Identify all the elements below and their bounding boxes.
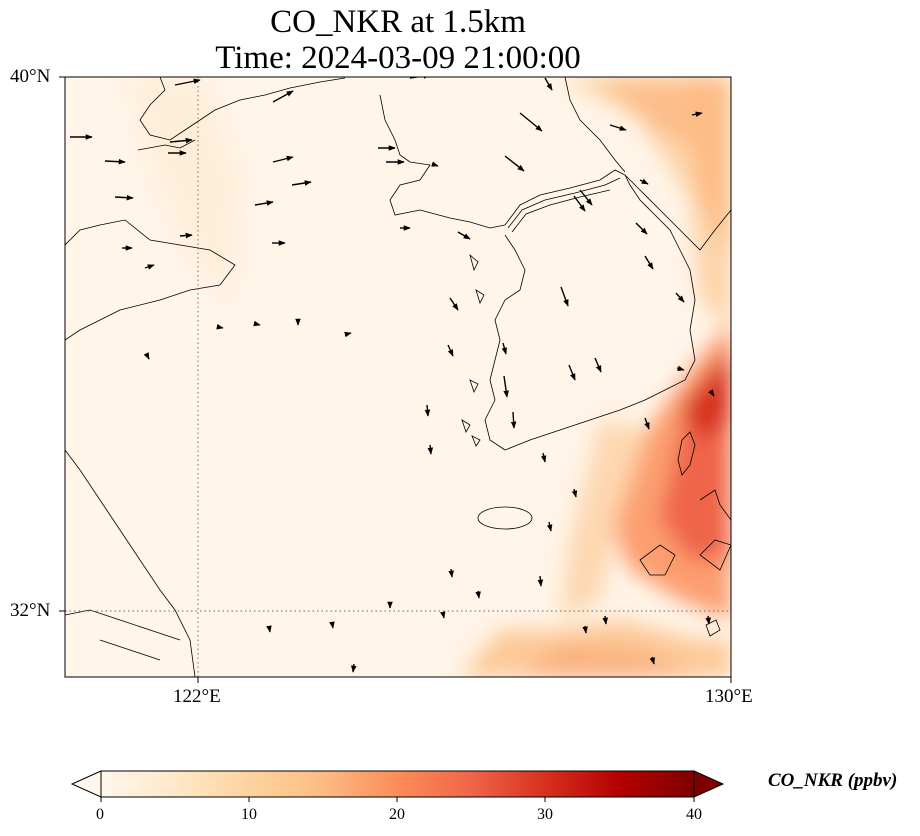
wind-arrow — [179, 232, 193, 239]
wind-arrow — [424, 404, 431, 417]
wind-arrow — [329, 621, 335, 629]
wind-arrow — [427, 444, 434, 455]
colorbar-tick-label: 0 — [96, 806, 104, 823]
wind-arrow — [272, 90, 294, 103]
wind-arrow — [639, 178, 649, 185]
colorbar-tick-label: 10 — [241, 806, 257, 823]
wind-arrow — [216, 324, 224, 330]
colorbar-tick-label: 30 — [537, 806, 553, 823]
wind-arrow — [571, 488, 578, 498]
wind-arrow — [104, 158, 126, 165]
wind-arrow — [537, 575, 544, 587]
wind-arrow — [144, 264, 155, 270]
wind-arrow — [253, 320, 261, 327]
wind-arrow — [579, 189, 593, 206]
concentration-field — [130, 77, 731, 677]
wind-arrow — [114, 194, 134, 201]
colorbar-tick-label: 20 — [389, 806, 405, 823]
wind-arrow — [169, 137, 193, 144]
coastlines — [65, 77, 731, 677]
lat-tick-label: 40°N — [10, 66, 51, 87]
wind-arrow — [602, 615, 608, 625]
wind-arrow — [447, 344, 454, 357]
wind-vectors — [70, 77, 715, 673]
wind-arrow — [546, 521, 553, 532]
wind-arrow — [504, 155, 525, 172]
wind-arrow — [540, 452, 547, 463]
chart-title-line1: CO_NKR at 1.5km — [270, 4, 526, 40]
wind-arrow — [644, 417, 650, 430]
wind-arrow — [457, 231, 471, 240]
wind-arrow — [675, 292, 685, 303]
wind-arrow — [568, 364, 576, 381]
wind-arrow — [510, 411, 517, 429]
colorbar — [70, 770, 725, 802]
wind-arrow — [691, 111, 703, 117]
wind-arrow — [431, 161, 439, 167]
colorbar-label: CO_NKR (ppbv) — [768, 770, 898, 791]
wind-arrow — [544, 77, 553, 91]
wind-arrow — [708, 389, 715, 397]
wind-arrow — [449, 297, 459, 311]
wind-arrow — [143, 352, 150, 360]
wind-arrow — [649, 656, 655, 665]
wind-arrow — [644, 255, 654, 270]
wind-arrow — [344, 331, 352, 338]
wind-arrow — [266, 625, 272, 633]
wind-arrow — [501, 342, 508, 355]
wind-arrow — [174, 78, 201, 86]
wind-arrow — [503, 375, 509, 398]
wind-arrow — [475, 590, 481, 599]
axis-ticks — [59, 76, 732, 683]
wind-arrow — [448, 568, 454, 578]
wind-arrow — [609, 124, 627, 131]
wind-arrow — [351, 663, 357, 673]
chart-title-line2: Time: 2024-03-09 21:00:00 — [215, 40, 581, 76]
wind-arrow — [582, 625, 588, 634]
wind-arrow — [573, 195, 586, 212]
wind-arrow — [635, 222, 648, 235]
wind-arrow — [291, 180, 312, 186]
colorbar-tick-label: 40 — [686, 806, 702, 823]
colorbar-extend-high — [693, 770, 725, 798]
gridlines — [65, 77, 731, 677]
wind-arrow — [676, 365, 685, 371]
colorbar-gradient — [101, 771, 694, 797]
colorbar-extend-low — [70, 770, 102, 798]
wind-arrow — [519, 112, 543, 132]
wind-arrow — [272, 155, 294, 163]
lat-tick-label: 32°N — [10, 600, 51, 621]
wind-arrow — [254, 200, 274, 206]
wind-arrow — [440, 611, 446, 619]
wind-arrow — [705, 615, 711, 625]
map-frame — [64, 76, 732, 678]
lon-tick-label: 130°E — [705, 686, 753, 707]
wind-arrow — [560, 286, 569, 307]
wind-arrow — [594, 357, 602, 373]
lon-tick-label: 122°E — [173, 686, 221, 707]
